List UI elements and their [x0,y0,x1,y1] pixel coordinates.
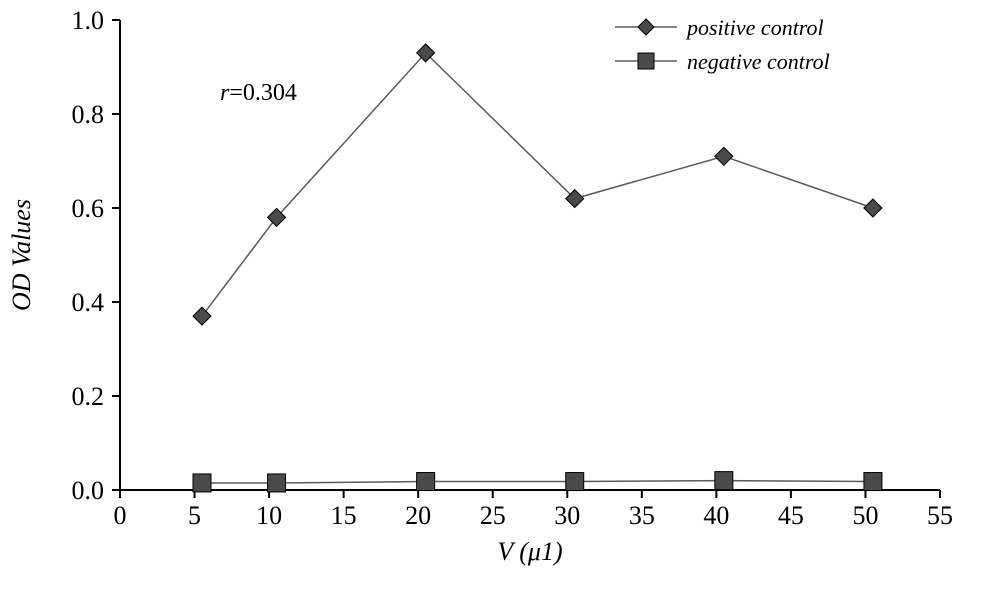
line-chart: 0 5 10 15 20 25 30 35 40 45 50 55 0.0 0.2 0.4 0.6 0.8 1.0… [0,0,1000,592]
series-marker [864,199,882,217]
y-tick-label: 0.2 [72,382,105,411]
y-axis-label: OD Values [7,199,36,311]
series-marker [193,307,211,325]
x-tick-label: 0 [114,501,127,530]
series-marker [268,474,286,492]
y-tick-label: 0.0 [72,476,105,505]
x-tick-label: 10 [256,501,282,530]
x-tick-label: 15 [331,501,357,530]
annotation-r-value: r=0.304 [220,80,297,106]
x-tick-label: 25 [480,501,506,530]
x-tick-label: 50 [852,501,878,530]
series-marker [193,474,211,492]
series-marker [566,473,584,491]
series-line [202,481,873,483]
x-tick-label: 40 [703,501,729,530]
x-tick-label: 5 [188,501,201,530]
y-tick-label: 0.8 [72,100,105,129]
legend-marker [638,19,654,35]
x-tick-label: 35 [629,501,655,530]
x-tick-label: 20 [405,501,431,530]
series-marker [417,473,435,491]
y-tick-label: 1.0 [72,6,105,35]
series-marker [715,472,733,490]
x-tick-label: 30 [554,501,580,530]
series-marker [864,473,882,491]
legend-marker [638,53,654,69]
series-line [202,53,873,316]
legend-label: negative control [687,49,830,74]
legend-label: positive control [685,15,824,40]
x-axis-label: V (μ1) [497,537,562,566]
y-tick-label: 0.6 [72,194,105,223]
chart-container: 0 5 10 15 20 25 30 35 40 45 50 55 0.0 0.2 0.4 0.6 0.8 1.0… [0,0,1000,592]
x-tick-label: 45 [778,501,804,530]
x-tick-label: 55 [927,501,953,530]
y-tick-label: 0.4 [72,288,105,317]
series-marker [715,147,733,165]
